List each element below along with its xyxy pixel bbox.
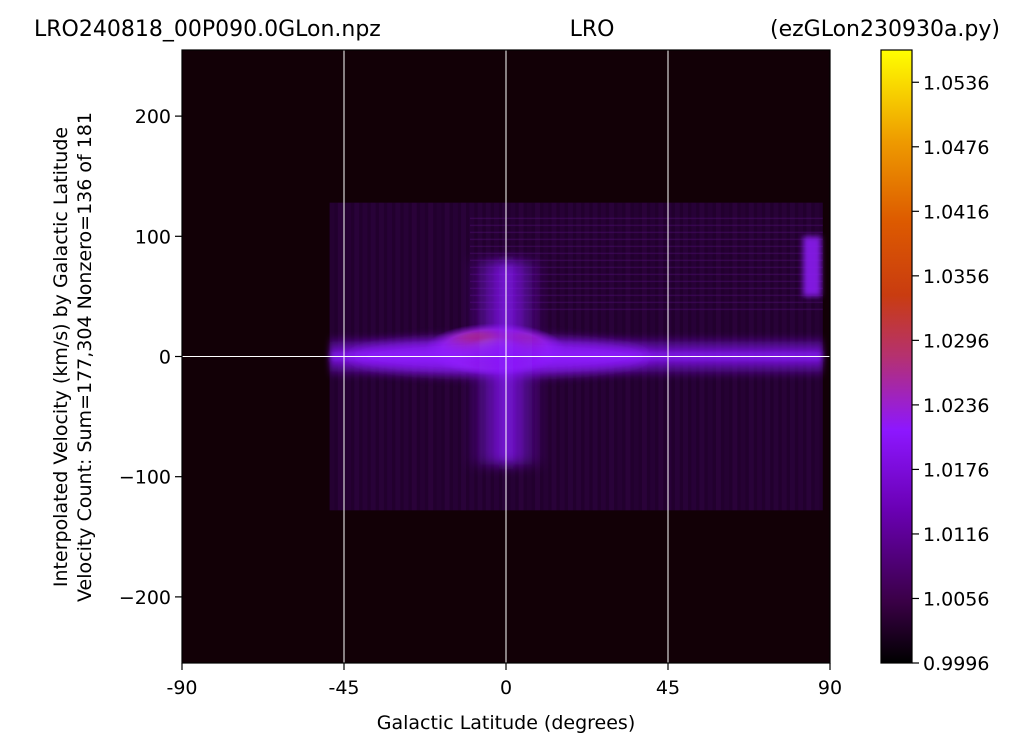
texture-striation xyxy=(470,224,823,227)
texture-striation xyxy=(470,231,823,234)
colorbar-ticks: 1.0536 1.0476 1.0416 1.0356 1.0296 1.0236 1.01… xyxy=(912,72,989,675)
texture-striation xyxy=(470,245,823,248)
colorbar-tick-label: 1.0056 xyxy=(923,588,989,610)
x-tick-label: 45 xyxy=(656,677,680,699)
x-tick-label: -45 xyxy=(328,677,359,699)
colorbar-tick-label: 1.0476 xyxy=(923,137,989,159)
texture-striation xyxy=(470,294,823,297)
y-tick-label: 100 xyxy=(135,226,171,248)
texture-striation xyxy=(470,287,823,290)
colorbar-tick-label: 0.9996 xyxy=(923,653,989,675)
colorbar-tick-label: 1.0176 xyxy=(923,459,989,481)
emission-patch xyxy=(803,236,821,297)
texture-striation xyxy=(470,238,823,241)
texture-striation xyxy=(470,217,823,220)
colorbar-tick-label: 1.0296 xyxy=(923,330,989,352)
texture-striation xyxy=(470,266,823,269)
chart-title-right: (ezGLon230930a.py) xyxy=(770,17,1000,42)
colorbar-tick-label: 1.0236 xyxy=(923,395,989,417)
chart-title-center: LRO xyxy=(570,17,615,42)
colorbar-tick-label: 1.0416 xyxy=(923,201,989,223)
y-tick-label: −100 xyxy=(119,467,171,489)
y-tick-label: 0 xyxy=(159,347,171,369)
texture-striation xyxy=(470,308,823,311)
x-axis-ticks: -90 -45 0 45 90 xyxy=(166,663,842,699)
x-axis-label: Galactic Latitude (degrees) xyxy=(377,712,636,734)
y-axis-label-line1: Interpolated Velocity (km/s) by Galactic… xyxy=(50,127,72,587)
x-tick-label: -90 xyxy=(166,677,197,699)
chart-title-left: LRO240818_00P090.0GLon.npz xyxy=(34,17,381,42)
texture-striation xyxy=(470,252,823,255)
colorbar-tick-label: 1.0536 xyxy=(923,72,989,94)
colorbar-tick-label: 1.0116 xyxy=(923,524,989,546)
y-tick-label: 200 xyxy=(135,106,171,128)
gridlines xyxy=(182,50,830,663)
colorbar-tick-label: 1.0356 xyxy=(923,266,989,288)
texture-striation xyxy=(470,259,823,262)
colorbar xyxy=(880,49,913,664)
x-tick-label: 90 xyxy=(818,677,842,699)
y-tick-label: −200 xyxy=(119,587,171,609)
texture-striation xyxy=(470,280,823,283)
texture-striation xyxy=(470,301,823,304)
texture-striation xyxy=(470,273,823,276)
x-tick-label: 0 xyxy=(500,677,512,699)
y-axis-ticks: 200 100 0 −100 −200 xyxy=(119,106,182,609)
y-axis-label-line2: Velocity Count: Sum=177,304 Nonzero=136 … xyxy=(74,112,96,602)
